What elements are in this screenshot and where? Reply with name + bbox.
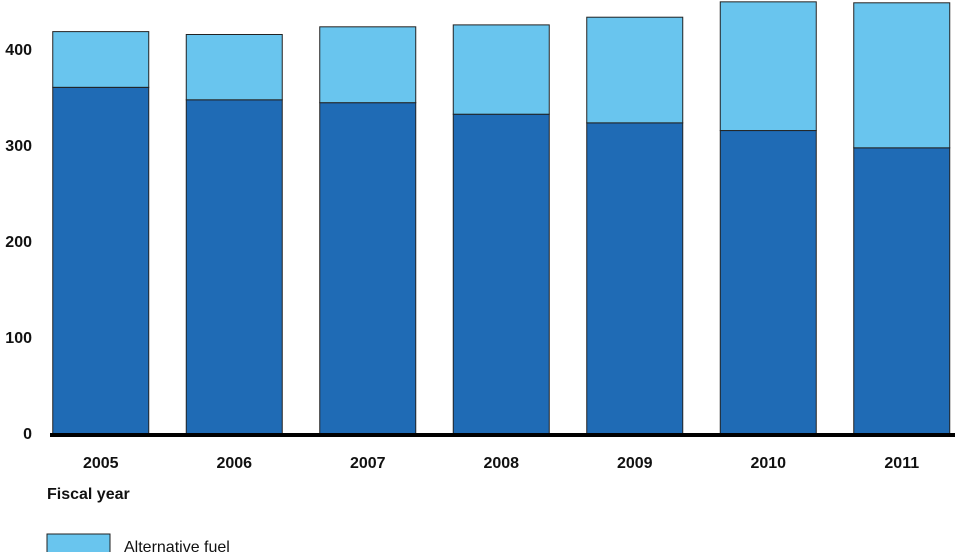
x-tick-label: 2009	[617, 455, 653, 472]
bar-segment	[586, 122, 684, 436]
bar-segment	[719, 1, 817, 132]
x-tick-label: 2010	[750, 455, 786, 472]
bar-segment	[319, 102, 417, 436]
x-tick-label: 2011	[884, 455, 919, 472]
legend-swatch	[46, 533, 111, 552]
x-axis-title: Fiscal year	[47, 486, 130, 503]
bar-segment	[452, 113, 550, 436]
bar-segment	[319, 26, 417, 104]
bar-segment	[719, 130, 817, 436]
y-tick-label: 100	[5, 330, 32, 347]
y-tick-label: 0	[23, 426, 32, 443]
y-tick-label: 200	[5, 234, 32, 251]
bar-segment	[586, 16, 684, 124]
bar-segment	[185, 33, 283, 101]
x-tick-label: 2006	[216, 455, 252, 472]
x-tick-label: 2007	[350, 455, 386, 472]
y-tick-label: 400	[5, 42, 32, 59]
x-tick-label: 2005	[83, 455, 119, 472]
legend-label: Alternative fuel	[124, 539, 230, 552]
x-tick-label: 2008	[483, 455, 519, 472]
bar-segment	[52, 86, 150, 436]
bar-segment	[853, 2, 951, 149]
bar-segment	[185, 99, 283, 436]
y-tick-label: 300	[5, 138, 32, 155]
bar-segment	[52, 31, 150, 88]
bar-segment	[853, 147, 951, 436]
bar-segment	[452, 24, 550, 115]
